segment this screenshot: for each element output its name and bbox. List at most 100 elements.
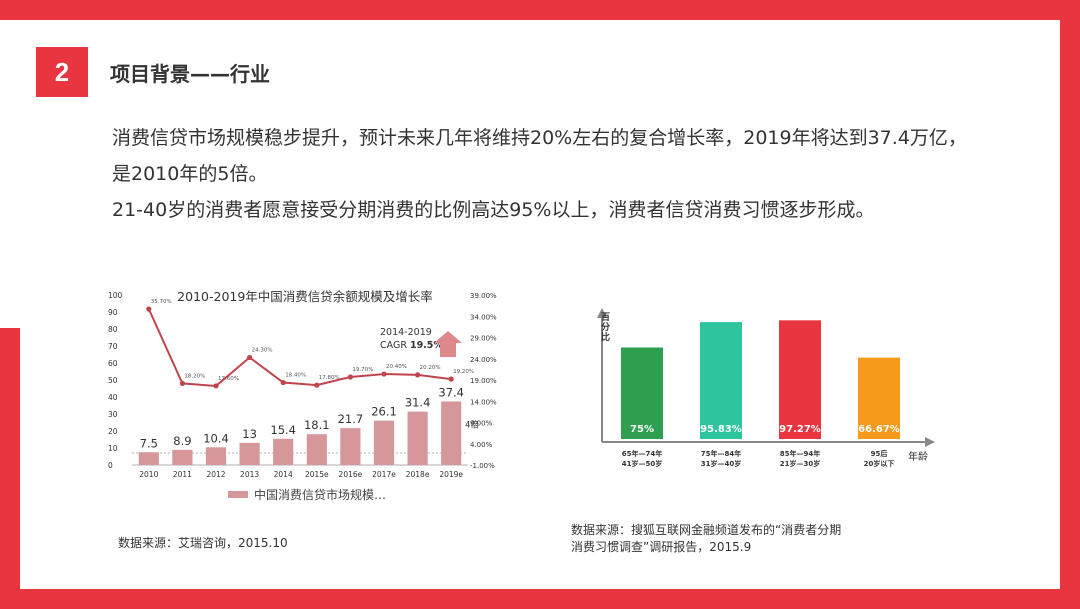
chart2-y-label-char: 分 <box>601 321 610 333</box>
body-text-line-3: 21-40岁的消费者愿意接受分期消费的比例高达95%以上，消费者信贷消费习惯逐步… <box>112 199 875 221</box>
chart1-bar-label: 26.1 <box>371 405 397 419</box>
chart1-y-tick: 40 <box>108 393 118 402</box>
consumer-credit-chart: 2010-2019年中国消费信贷余额规模及增长率 0 10 20 30 40 50 60 70 8… <box>108 289 497 479</box>
chart2-x-label: 年龄 <box>908 450 928 463</box>
chart1-growth-label: 20.20% <box>420 365 441 371</box>
chart1-y-tick: 100 <box>108 291 123 300</box>
chart1-bar <box>138 452 159 465</box>
chart1-x-tick: 2019e <box>439 470 463 479</box>
chart2-bar-label: 66.67% <box>858 424 900 435</box>
chart2-x-tick-line-1: 75年—84年 <box>701 449 741 458</box>
source-right-line-2: 消费习惯调查”调研报告，2015.9 <box>571 540 752 554</box>
chart2-x-tick-line-2: 21岁—30岁 <box>780 459 820 468</box>
chart2-bar-label: 95.83% <box>700 424 742 435</box>
chart1-bar-label: 21.7 <box>338 412 364 426</box>
chart2-x-tick-line-1: 85年—94年 <box>780 449 820 458</box>
chart1-growth-label: 18.20% <box>184 373 205 379</box>
chart1-x-tick: 2015e <box>305 470 329 479</box>
chart1-bar <box>441 401 462 465</box>
chart2-x-tick-line-1: 65年—74年 <box>622 449 662 458</box>
chart1-bar-label: 13 <box>242 427 257 441</box>
chart1-bar-label: 15.4 <box>270 423 296 437</box>
chart1-y2-tick: 24.00% <box>470 356 497 364</box>
chart1-growth-label: 19.70% <box>352 367 373 373</box>
chart1-x-tick: 2013 <box>240 470 259 479</box>
chart1-bar-label: 37.4 <box>438 385 464 399</box>
chart2-bar <box>858 357 900 439</box>
chart1-y-tick: 30 <box>108 410 118 419</box>
chart1-bar-label: 7.5 <box>140 436 158 450</box>
chart1-x-tick: 2014 <box>274 470 293 479</box>
chart1-growth-label: 24.30% <box>252 347 273 353</box>
chart1-y2-tick: 29.00% <box>470 335 497 343</box>
chart1-growth-label: 35.70% <box>151 299 172 305</box>
section-number-badge: 2 <box>36 47 88 97</box>
chart1-legend-swatch <box>228 491 248 498</box>
chart1-y2-tick: 4.00% <box>470 441 493 449</box>
chart1-growth-point <box>280 379 286 386</box>
chart1-growth-label: 17.60% <box>218 376 239 382</box>
frame-right-band <box>1060 0 1080 609</box>
chart1-bar <box>373 420 395 465</box>
chart1-bar <box>239 442 260 465</box>
chart1-growth-point <box>347 374 353 380</box>
chart1-growth-point <box>314 382 320 388</box>
chart2-x-tick-line-2: 31岁—40岁 <box>701 459 741 468</box>
chart1-growth-label: 20.40% <box>386 364 407 370</box>
chart2-x-tick-line-2: 41岁—50岁 <box>622 459 662 468</box>
source-right: 数据来源：搜狐互联网金融频道发布的“消费者分期 消费习惯调查”调研报告，2015… <box>571 522 841 556</box>
chart1-growth-point <box>415 372 421 378</box>
chart2-y-arrow-icon <box>597 308 607 318</box>
chart1-bar <box>340 428 361 465</box>
chart1-x-tick: 2016e <box>339 470 363 479</box>
chart1-x-tick: 2011 <box>173 470 192 479</box>
chart1-x-tick: 2010 <box>139 470 158 479</box>
chart1-bar <box>273 438 294 465</box>
frame-bottom-band <box>0 589 1080 609</box>
chart2-x-tick-line-1: 95后 <box>871 449 888 458</box>
chart1-bar <box>172 449 193 465</box>
chart1-x-tick: 2017e <box>372 470 396 479</box>
chart1-bar-label: 18.1 <box>304 418 330 432</box>
chart1-legend: 中国消费信贷市场规模… <box>228 486 386 503</box>
chart1-growth-label: 18.40% <box>285 373 306 379</box>
chart1-y2-tick: 19.00% <box>470 377 497 385</box>
body-text-line-1: 消费信贷市场规模稳步提升，预计未来几年将维持20%左右的复合增长率，2019年将… <box>112 127 967 149</box>
chart1-y-tick: 10 <box>108 444 118 453</box>
chart1-x-tick: 2018e <box>406 470 430 479</box>
page-title: 项目背景——行业 <box>110 62 270 86</box>
chart1-cagr-value: 19.5% <box>410 340 443 351</box>
chart1-x-tick: 2012 <box>206 470 225 479</box>
chart1-y2-tick: 14.00% <box>470 398 497 406</box>
chart1-y-tick: 80 <box>108 325 118 334</box>
chart2-x-tick-line-2: 20岁以下 <box>864 459 895 468</box>
chart1-cagr-arrow-icon <box>434 331 462 357</box>
chart2-bar-label: 75% <box>630 424 654 435</box>
chart1-y-tick: 0 <box>108 461 113 470</box>
chart1-y-tick: 90 <box>108 308 118 317</box>
chart2-y-label-char: 比 <box>601 331 610 343</box>
chart1-y-tick: 20 <box>108 427 118 436</box>
chart1-bar <box>306 434 327 465</box>
chart1-growth-point <box>381 371 387 377</box>
source-right-line-1: 数据来源：搜狐互联网金融频道发布的“消费者分期 <box>571 523 842 537</box>
chart1-cagr-label: 2014-2019 <box>380 327 432 338</box>
body-text-line-2: 是2010年的5倍。 <box>112 163 268 185</box>
chart1-growth-point <box>247 354 253 361</box>
chart1-growth-point <box>448 376 454 382</box>
chart1-bar-label: 10.4 <box>203 431 229 445</box>
chart2-bar-label: 97.27% <box>779 424 821 435</box>
chart1-growth-point <box>213 383 219 389</box>
chart1-y-tick: 50 <box>108 376 118 385</box>
chart1-y2-tick: 39.00% <box>470 292 497 300</box>
chart1-cagr-value-text: CAGR 19.5% <box>380 340 443 351</box>
chart1-bar-label: 31.4 <box>405 396 431 410</box>
chart1-growth-point <box>146 306 152 312</box>
chart1-growth-line <box>147 308 452 387</box>
chart1-unit-label: 4倍 <box>465 420 479 431</box>
chart1-y2-tick: 34.00% <box>470 313 497 321</box>
chart2-y-label-char: 百 <box>601 312 610 323</box>
chart2-x-arrow-icon <box>925 437 935 447</box>
chart1-y2-tick: 9.00% <box>470 420 493 428</box>
